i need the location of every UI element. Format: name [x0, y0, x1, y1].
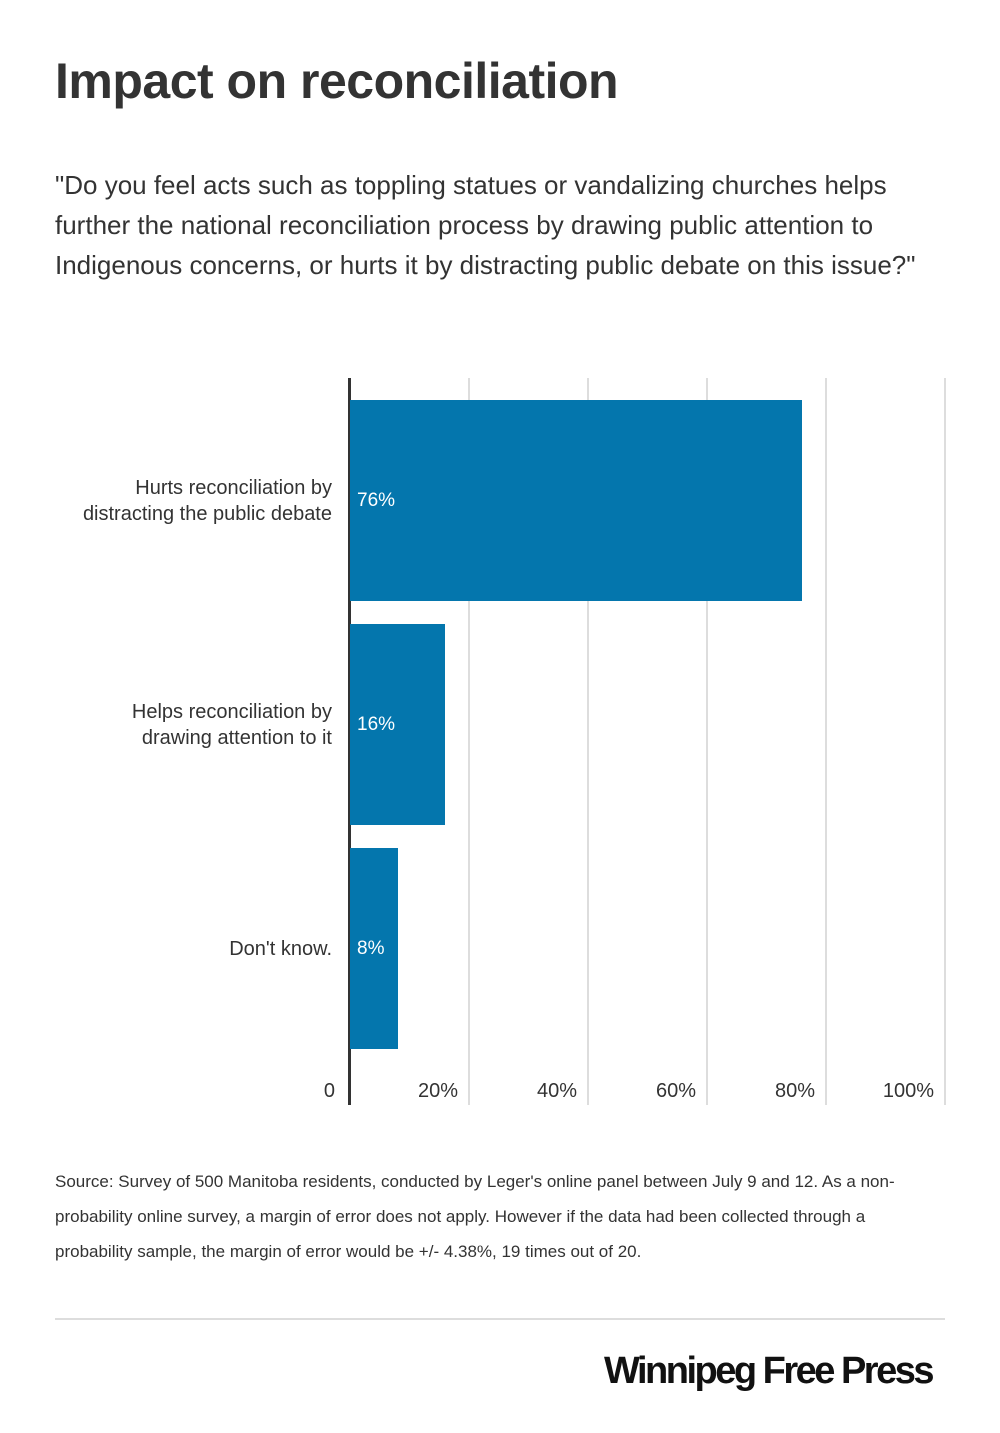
data-label: 76% — [357, 489, 396, 511]
category-label: Helps reconciliation by drawing attention… — [131, 700, 332, 749]
category-label: Hurts reconciliation by distracting the p… — [82, 476, 332, 525]
plot-area: 76% 16% 8% — [348, 378, 946, 1105]
x-tick-label: 60% — [655, 1080, 696, 1102]
bar — [350, 848, 398, 1049]
gridline — [944, 378, 946, 1105]
chart-title: Impact on reconciliation — [55, 53, 619, 109]
gridline — [825, 378, 827, 1105]
x-tick-label: 100% — [882, 1080, 934, 1102]
gridline — [468, 378, 470, 1105]
data-label: 8% — [357, 937, 385, 959]
gridline — [587, 378, 589, 1105]
x-tick-label: 20% — [417, 1080, 458, 1102]
divider — [55, 1318, 945, 1320]
data-label: 16% — [357, 713, 396, 735]
source-note: Source: Survey of 500 Manitoba residents… — [55, 1172, 895, 1261]
y-axis-line — [348, 378, 351, 1105]
x-tick-label: 0 — [323, 1080, 335, 1102]
survey-question: "Do you feel acts such as toppling statu… — [55, 170, 916, 280]
winnipeg-free-press-logo: Winnipeg Free Press — [603, 1350, 935, 1392]
gridline — [706, 378, 708, 1105]
x-tick-label: 40% — [536, 1080, 577, 1102]
bar — [350, 400, 803, 601]
category-label: Don't know. — [229, 937, 332, 960]
x-tick-label: 80% — [774, 1080, 815, 1102]
bar — [350, 624, 446, 825]
